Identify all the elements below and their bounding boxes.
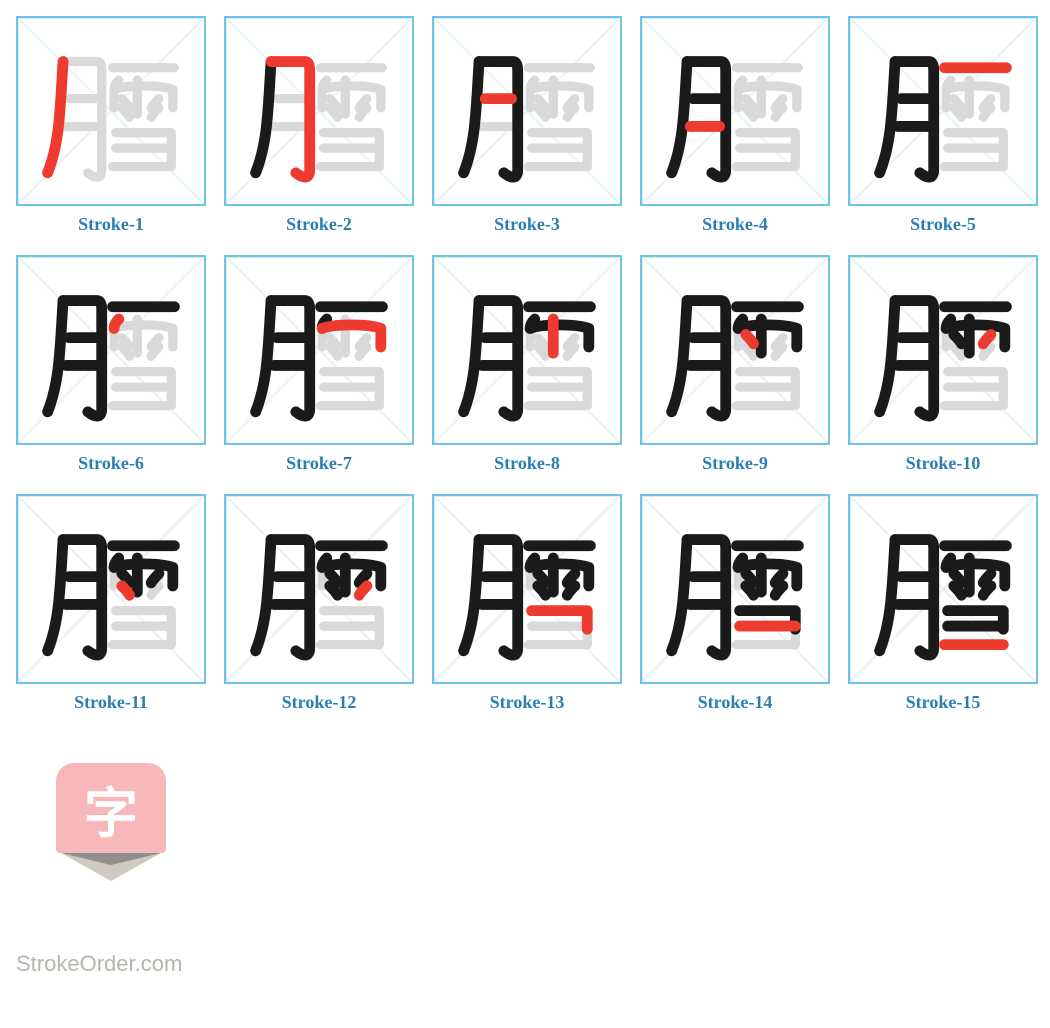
stroke-label: Stroke-15 [906,692,981,713]
stroke-box [848,494,1038,684]
stroke-cell: Stroke-11 [16,494,206,713]
stroke-box [16,16,206,206]
stroke-label: Stroke-1 [78,214,144,235]
stroke-diagram-10 [858,265,1028,435]
stroke-cell: Stroke-7 [224,255,414,474]
stroke-label: Stroke-2 [286,214,352,235]
stroke-cell: Stroke-10 [848,255,1038,474]
pencil-tip-icon [61,853,161,881]
stroke-cell: Stroke-13 [432,494,622,713]
stroke-diagram-6 [26,265,196,435]
stroke-cell: Stroke-14 [640,494,830,713]
stroke-diagram-5 [858,26,1028,196]
stroke-cell: Stroke-4 [640,16,830,235]
stroke-box [432,255,622,445]
stroke-diagram-4 [650,26,820,196]
stroke-diagram-13 [442,504,612,674]
stroke-diagram-7 [234,265,404,435]
stroke-cell: Stroke-15 [848,494,1038,713]
stroke-cell: Stroke-3 [432,16,622,235]
stroke-box [16,255,206,445]
stroke-box [848,16,1038,206]
stroke-label: Stroke-9 [702,453,768,474]
stroke-box [848,255,1038,445]
stroke-label: Stroke-8 [494,453,560,474]
stroke-cell: Stroke-9 [640,255,830,474]
stroke-box [16,494,206,684]
stroke-diagram-15 [858,504,1028,674]
stroke-order-grid: Stroke-1 Stroke-2 Stroke-3 Stroke-4 Stro… [16,16,1034,923]
stroke-diagram-8 [442,265,612,435]
stroke-label: Stroke-11 [74,692,148,713]
watermark: StrokeOrder.com [16,951,1034,977]
stroke-label: Stroke-6 [78,453,144,474]
stroke-box [224,255,414,445]
stroke-box [640,494,830,684]
stroke-cell: Stroke-12 [224,494,414,713]
stroke-box [224,16,414,206]
stroke-cell: Stroke-6 [16,255,206,474]
stroke-diagram-14 [650,504,820,674]
logo-cell: 字 [16,733,206,923]
stroke-label: Stroke-12 [282,692,357,713]
stroke-label: Stroke-4 [702,214,768,235]
stroke-diagram-12 [234,504,404,674]
stroke-cell: Stroke-1 [16,16,206,235]
stroke-cell: Stroke-5 [848,16,1038,235]
stroke-label: Stroke-10 [906,453,981,474]
stroke-box [640,16,830,206]
stroke-label: Stroke-5 [910,214,976,235]
stroke-diagram-9 [650,265,820,435]
stroke-diagram-3 [442,26,612,196]
stroke-box [640,255,830,445]
stroke-box [432,494,622,684]
stroke-label: Stroke-14 [698,692,773,713]
stroke-diagram-2 [234,26,404,196]
logo-character: 字 [56,763,166,853]
stroke-label: Stroke-3 [494,214,560,235]
stroke-diagram-11 [26,504,196,674]
stroke-diagram-1 [26,26,196,196]
stroke-box [224,494,414,684]
site-logo: 字 [56,763,166,893]
stroke-cell: Stroke-2 [224,16,414,235]
stroke-box [432,16,622,206]
stroke-label: Stroke-13 [490,692,565,713]
stroke-cell: Stroke-8 [432,255,622,474]
stroke-label: Stroke-7 [286,453,352,474]
